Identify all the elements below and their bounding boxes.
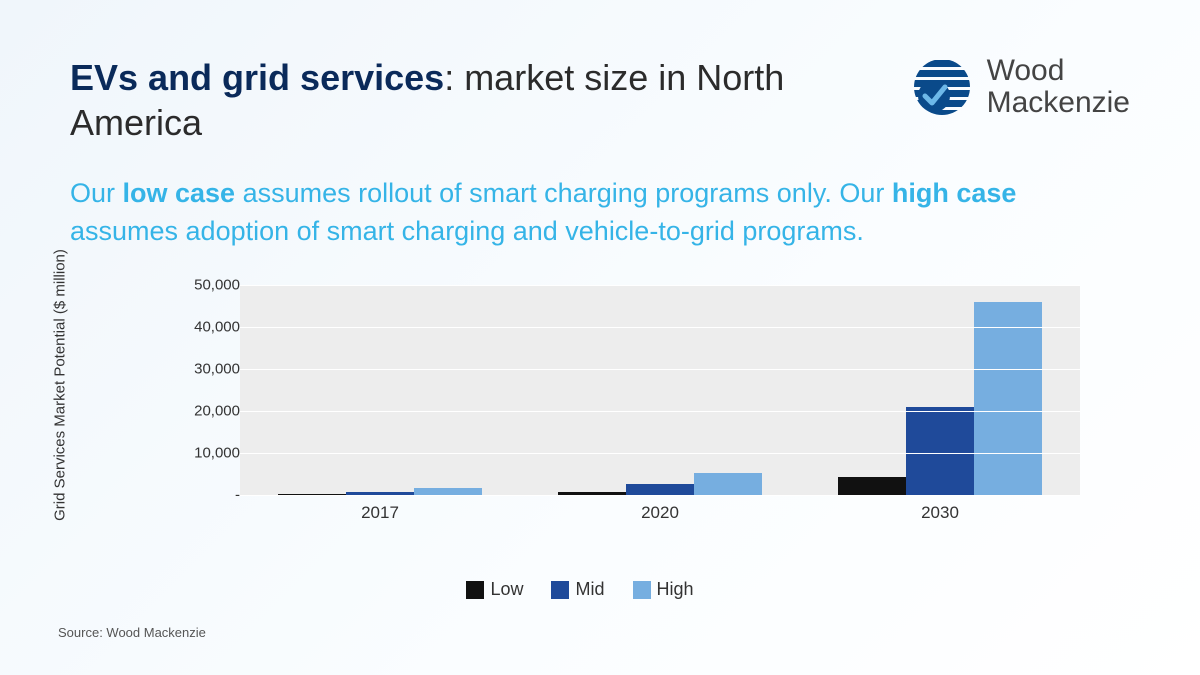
logo-text: Wood Mackenzie (987, 55, 1130, 118)
page-title: EVs and grid services: market size in No… (70, 55, 911, 145)
gridline (240, 495, 1080, 496)
sub-p3: assumes adoption of smart charging and v… (70, 216, 864, 246)
y-tick-label: - (160, 487, 240, 504)
bar-mid-2030 (906, 407, 974, 495)
y-tick-label: 10,000 (160, 445, 240, 462)
logo-line1: Wood (987, 55, 1130, 87)
legend-label: High (657, 579, 694, 600)
gridline (240, 453, 1080, 454)
y-tick-label: 50,000 (160, 277, 240, 294)
gridline (240, 327, 1080, 328)
x-tick-label: 2017 (361, 503, 399, 523)
bar-chart: Grid Services Market Potential ($ millio… (70, 285, 1090, 555)
bar-mid-2020 (626, 484, 694, 495)
y-axis-title: Grid Services Market Potential ($ millio… (52, 249, 69, 521)
legend-item-high: High (633, 579, 694, 600)
sub-p2: assumes rollout of smart charging progra… (235, 178, 892, 208)
sub-p1: Our (70, 178, 123, 208)
bar-high-2017 (414, 488, 482, 495)
y-tick-label: 40,000 (160, 319, 240, 336)
legend-label: Low (490, 579, 523, 600)
logo-line2: Mackenzie (987, 87, 1130, 119)
brand-logo: Wood Mackenzie (911, 55, 1130, 118)
legend: Low Mid High (70, 579, 1090, 600)
sub-b2: high case (892, 178, 1017, 208)
y-tick-label: 30,000 (160, 361, 240, 378)
bar-high-2020 (694, 473, 762, 495)
gridline (240, 369, 1080, 370)
gridline (240, 411, 1080, 412)
legend-swatch (551, 581, 569, 599)
legend-item-low: Low (466, 579, 523, 600)
legend-label: Mid (575, 579, 604, 600)
source-text: Source: Wood Mackenzie (58, 625, 206, 640)
globe-check-icon (911, 56, 973, 118)
gridline (240, 285, 1080, 286)
title-bold: EVs and grid services (70, 57, 444, 98)
plot-area (240, 285, 1080, 495)
bars-container (240, 285, 1080, 495)
x-tick-label: 2030 (921, 503, 959, 523)
sub-b1: low case (123, 178, 236, 208)
legend-swatch (633, 581, 651, 599)
legend-item-mid: Mid (551, 579, 604, 600)
y-tick-label: 20,000 (160, 403, 240, 420)
subtitle: Our low case assumes rollout of smart ch… (0, 145, 1200, 251)
bar-low-2030 (838, 477, 906, 495)
legend-swatch (466, 581, 484, 599)
bar-high-2030 (974, 302, 1042, 495)
x-tick-label: 2020 (641, 503, 679, 523)
